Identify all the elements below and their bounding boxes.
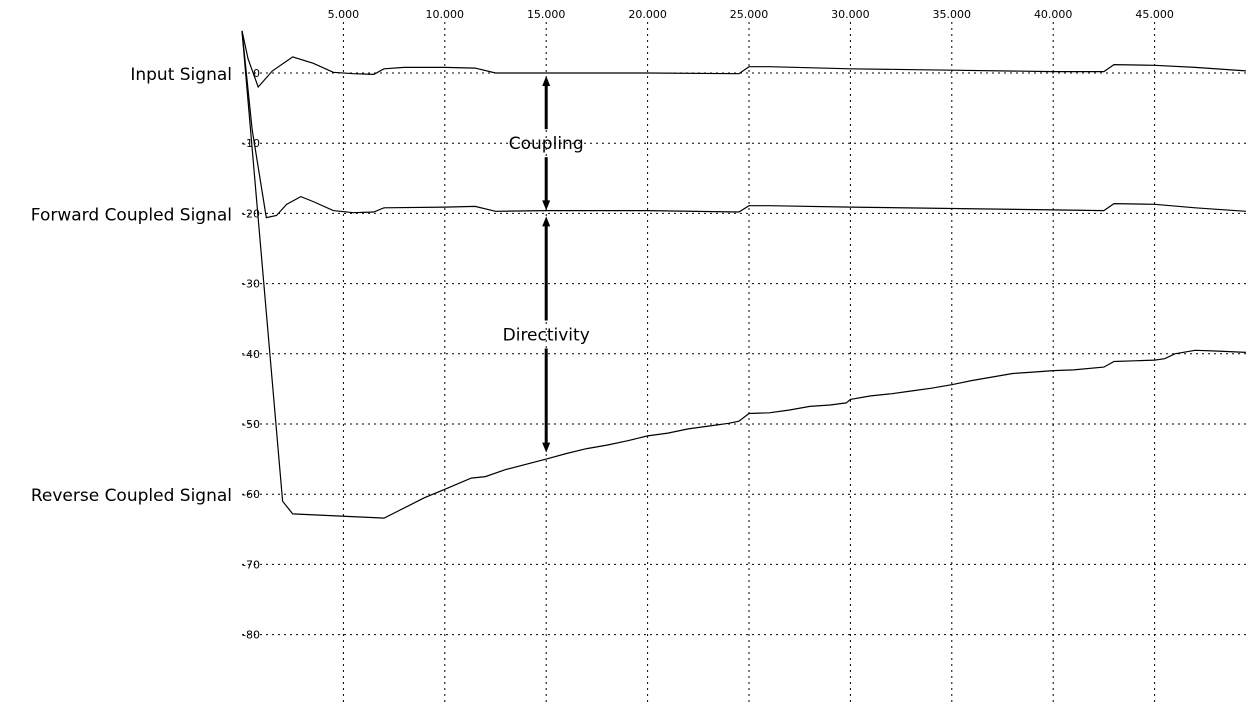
y-tick-label: -20: [242, 207, 260, 220]
grid-layer: [242, 22, 1246, 702]
y-tick-label: -50: [242, 418, 260, 431]
x-tick-label: 20.000: [628, 8, 667, 21]
coupling-arrow: [542, 76, 551, 211]
reverse-coupled-signal-line: [241, 30, 1246, 519]
y-tick-label: 0: [253, 67, 260, 80]
x-tick-label: 45.000: [1135, 8, 1174, 21]
input-signal-label: Input Signal: [130, 65, 232, 85]
tick-label-layer: 5.000 10.000 15.000 20.000 25.000 30.000 35.00…: [242, 8, 1174, 642]
x-tick-label: 25.000: [730, 8, 769, 21]
forward-coupled-signal-line: [241, 30, 1246, 219]
x-tick-label: 40.000: [1034, 8, 1073, 21]
x-tick-label: 10.000: [426, 8, 465, 21]
series-label-layer: Input Signal Forward Coupled Signal Revers…: [31, 65, 232, 506]
input-signal-line: [241, 30, 1246, 89]
x-tick-label: 35.000: [933, 8, 972, 21]
coupling-label: Coupling: [509, 134, 584, 154]
x-tick-label: 5.000: [328, 8, 360, 21]
y-tick-label: -60: [242, 488, 260, 501]
series-layer: [241, 30, 1246, 519]
directivity-arrow: [542, 216, 551, 453]
x-tick-label: 30.000: [831, 8, 870, 21]
directivity-label: Directivity: [503, 325, 590, 345]
y-tick-label: -40: [242, 348, 260, 361]
y-tick-label: -80: [242, 629, 260, 642]
y-tick-label: -30: [242, 278, 260, 291]
reverse-coupled-signal-label: Reverse Coupled Signal: [31, 486, 232, 506]
annotation-layer: Coupling Directivity: [503, 76, 590, 453]
forward-coupled-signal-label: Forward Coupled Signal: [31, 205, 232, 225]
y-tick-label: -70: [242, 558, 260, 571]
x-tick-label: 15.000: [527, 8, 566, 21]
